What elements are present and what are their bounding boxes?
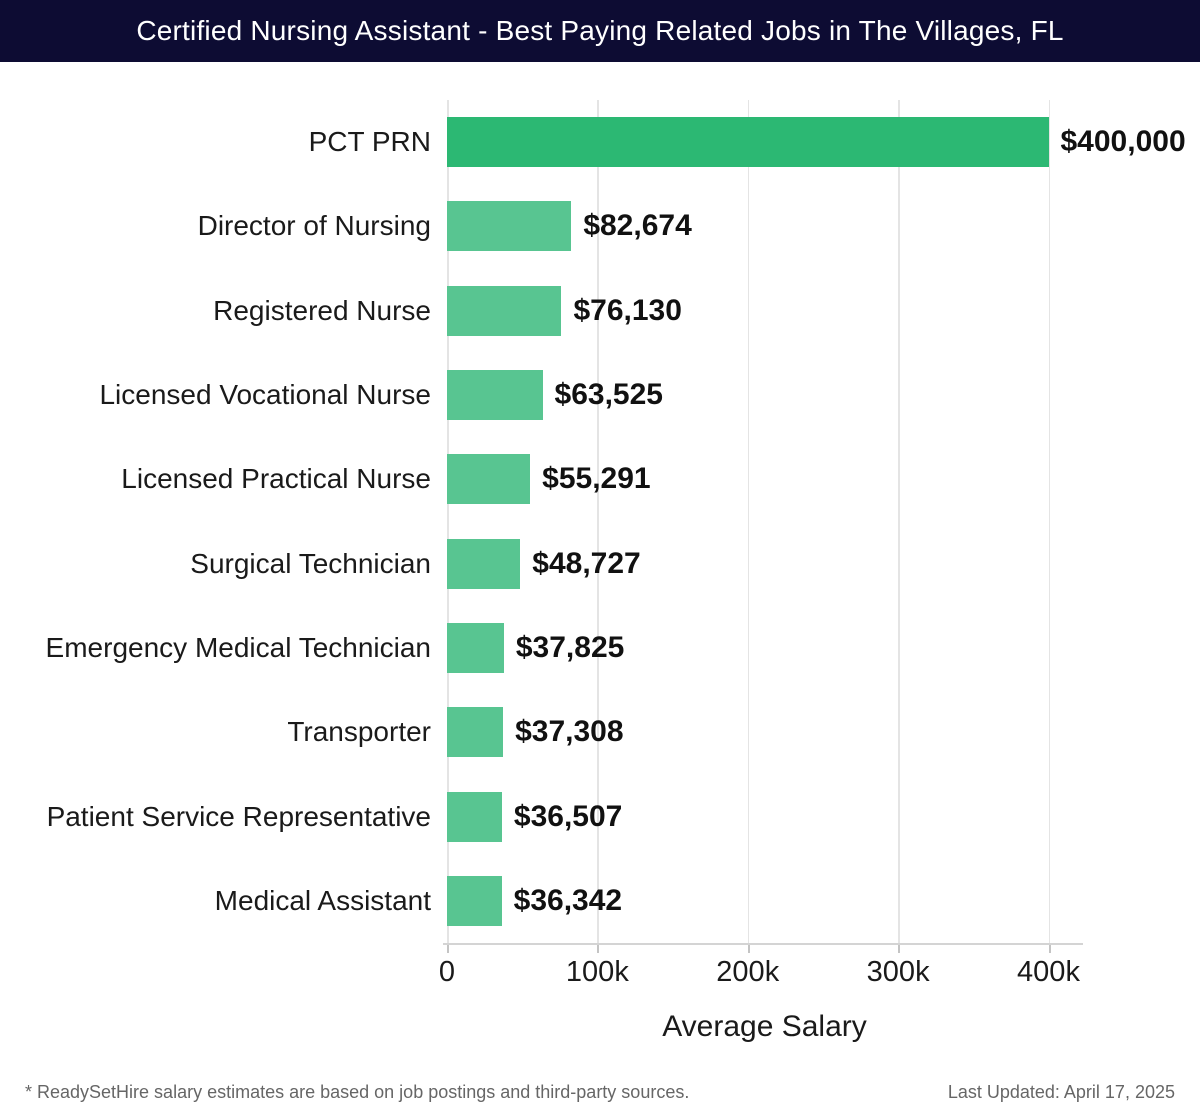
chart-row: Licensed Vocational Nurse $63,525: [0, 353, 1200, 437]
chart-row: PCT PRN $400,000: [0, 100, 1200, 184]
chart-row: Licensed Practical Nurse $55,291: [0, 437, 1200, 521]
gridline: [447, 100, 449, 943]
chart-row: Emergency Medical Technician $37,825: [0, 606, 1200, 690]
gridline: [747, 100, 750, 943]
value-label: $36,342: [513, 883, 623, 917]
bar-track: $76,130: [447, 269, 1082, 353]
x-axis-tick: [597, 945, 600, 953]
bar: [447, 791, 502, 842]
value-label: $82,674: [583, 209, 692, 243]
bar-track: $400,000: [447, 100, 1186, 184]
x-axis-line: [443, 943, 1083, 945]
x-axis-title: Average Salary: [662, 1010, 867, 1043]
x-axis-tick-label: 100k: [565, 956, 629, 988]
bar: [447, 707, 504, 758]
x-axis-tick: [447, 945, 449, 953]
value-label: $37,308: [515, 715, 624, 749]
value-label: $55,291: [542, 462, 651, 496]
chart-row: Transporter $37,308: [0, 690, 1200, 774]
bar-track: $48,727: [447, 521, 1082, 605]
bar: [447, 538, 521, 589]
x-axis-tick-label: 400k: [1017, 956, 1080, 988]
chart-title: Certified Nursing Assistant - Best Payin…: [136, 15, 1064, 46]
bar-track: $37,825: [447, 606, 1082, 690]
category-label: Emergency Medical Technician: [45, 631, 431, 663]
chart-row: Surgical Technician $48,727: [0, 521, 1200, 605]
category-label: Transporter: [287, 716, 431, 748]
gridline: [597, 100, 599, 943]
gridline: [898, 100, 900, 943]
bar-track: $36,342: [447, 859, 1082, 943]
bar-track: $82,674: [447, 184, 1082, 268]
value-label: $76,130: [573, 293, 682, 327]
footer-note: * ReadySetHire salary estimates are base…: [25, 1082, 690, 1102]
footer-last-updated: Last Updated: April 17, 2025: [947, 1082, 1175, 1102]
category-label: Licensed Practical Nurse: [121, 463, 431, 495]
chart-row: Registered Nurse $76,130: [0, 269, 1200, 353]
gridline: [1048, 100, 1050, 943]
value-label: $37,825: [515, 630, 625, 664]
x-axis-tick: [747, 945, 750, 953]
bar: [447, 370, 543, 421]
x-axis-tick-label: 0: [438, 956, 456, 988]
bar: [447, 117, 1049, 168]
category-label: Licensed Vocational Nurse: [99, 379, 431, 411]
chart-row: Director of Nursing $82,674: [0, 184, 1200, 268]
x-axis-tick-label: 200k: [716, 956, 780, 988]
title-bar: Certified Nursing Assistant - Best Payin…: [0, 0, 1200, 62]
bar-chart: PCT PRN $400,000 Director of Nursing $82,67…: [0, 100, 1200, 943]
value-label: $63,525: [554, 378, 663, 412]
category-label: PCT PRN: [308, 126, 431, 158]
gridlines-layer: [447, 100, 1082, 943]
category-label: Medical Assistant: [214, 884, 431, 916]
chart-row: Patient Service Representative $36,507: [0, 774, 1200, 858]
chart-row: Medical Assistant $36,342: [0, 859, 1200, 943]
bar-track: $55,291: [447, 437, 1082, 521]
bar-rows: PCT PRN $400,000 Director of Nursing $82,67…: [0, 100, 1200, 943]
footer: * ReadySetHire salary estimates are base…: [0, 1082, 1200, 1103]
value-label: $48,727: [532, 546, 641, 580]
bar-track: $36,507: [447, 774, 1082, 858]
bar: [447, 875, 502, 926]
bar-track: $63,525: [447, 353, 1082, 437]
bar: [447, 201, 572, 252]
x-axis-tick-label: 300k: [866, 956, 930, 988]
bar: [447, 622, 504, 673]
bar: [447, 454, 531, 505]
value-label: $400,000: [1060, 125, 1186, 159]
category-label: Surgical Technician: [190, 547, 431, 579]
x-axis-tick: [1048, 945, 1051, 953]
category-label: Director of Nursing: [197, 210, 431, 242]
bar-track: $37,308: [447, 690, 1082, 774]
category-label: Patient Service Representative: [46, 800, 431, 832]
value-label: $36,507: [513, 799, 623, 833]
bar: [447, 285, 562, 336]
x-axis-tick: [898, 945, 901, 953]
category-label: Registered Nurse: [213, 294, 431, 326]
